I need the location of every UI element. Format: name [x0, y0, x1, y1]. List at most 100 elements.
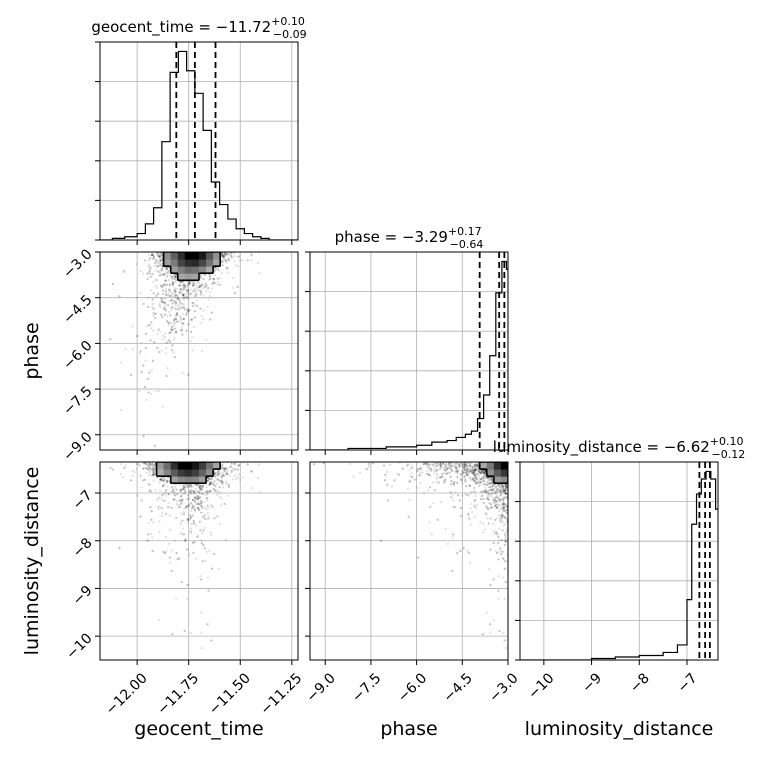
sample-point: [152, 468, 155, 471]
sample-point: [202, 515, 205, 518]
sample-point: [405, 464, 408, 467]
sample-point: [183, 629, 186, 633]
sample-point: [499, 517, 502, 520]
sample-point: [499, 517, 502, 520]
sample-point: [215, 268, 218, 271]
sample-point: [502, 507, 505, 510]
sample-point: [161, 265, 164, 268]
sample-point: [147, 466, 151, 469]
hist-luminosity_distance-frame: [519, 461, 719, 661]
sample-point: [200, 321, 203, 324]
sample-point: [454, 466, 458, 470]
sample-point: [180, 531, 183, 534]
sample-point: [445, 468, 448, 471]
sample-point: [471, 469, 474, 472]
sample-point: [178, 299, 181, 302]
sample-point: [398, 473, 401, 476]
sample-point: [196, 483, 199, 486]
sample-point: [461, 462, 464, 465]
sample-point: [455, 462, 458, 465]
sample-point: [157, 328, 160, 331]
sample-point: [131, 325, 134, 328]
sample-point: [456, 470, 459, 473]
sample-point: [494, 490, 497, 493]
sample-point: [197, 485, 200, 489]
sample-point: [493, 501, 496, 505]
sample-point: [473, 467, 476, 470]
sample-point: [469, 469, 472, 472]
sample-point: [205, 283, 208, 286]
sample-point: [188, 485, 191, 488]
sample-point: [474, 477, 477, 480]
sample-point: [175, 318, 178, 321]
sample-point: [168, 283, 171, 287]
sample-point: [157, 254, 160, 257]
sample-point: [148, 264, 151, 267]
sample-point: [148, 257, 152, 260]
sample-point: [236, 468, 239, 471]
sample-point: [473, 471, 476, 474]
sample-point: [153, 261, 157, 264]
sample-point: [153, 444, 156, 447]
sample-point: [476, 464, 479, 467]
sample-point: [181, 293, 184, 296]
sample-point: [483, 528, 486, 531]
sample-point: [178, 280, 181, 284]
sample-point: [473, 477, 476, 480]
sample-point: [183, 283, 186, 287]
sample-point: [167, 304, 170, 307]
sample-point: [187, 291, 190, 294]
sample-point: [250, 254, 253, 257]
sample-point: [206, 623, 209, 626]
sample-point: [227, 483, 230, 486]
sample-point: [472, 472, 475, 475]
sample-point: [200, 484, 203, 487]
sample-point: [503, 489, 506, 493]
sample-point: [490, 506, 494, 509]
sample-point: [476, 473, 480, 476]
sample-point: [432, 502, 435, 505]
sample-point: [429, 505, 432, 509]
sample-point: [499, 507, 502, 511]
sample-point: [149, 506, 152, 509]
sample-point: [230, 252, 233, 255]
sample-point: [192, 283, 195, 286]
sample-point: [164, 332, 167, 335]
sample-point: [462, 465, 466, 468]
sample-point: [157, 619, 160, 622]
sample-point: [490, 488, 494, 491]
sample-point: [178, 283, 181, 287]
sample-point: [200, 511, 203, 514]
sample-point: [177, 557, 181, 560]
sample-point: [454, 466, 458, 470]
sample-point: [182, 322, 185, 325]
sample-point: [232, 467, 235, 470]
sample-point: [167, 321, 170, 324]
sample-point: [478, 484, 481, 487]
sample-point: [174, 275, 177, 278]
sample-point: [489, 548, 492, 551]
sample-point: [180, 329, 183, 332]
sample-point: [189, 516, 193, 519]
sample-point: [197, 497, 200, 500]
sample-point: [474, 506, 478, 509]
sample-point: [482, 471, 485, 474]
sample-point: [222, 258, 225, 261]
sample-point: [149, 506, 152, 509]
density-cell: [479, 462, 488, 470]
sample-point: [149, 490, 152, 493]
sample-point: [174, 330, 178, 333]
sample-point: [505, 517, 508, 520]
sample-point: [225, 482, 228, 485]
sample-point: [189, 502, 192, 505]
sample-point: [482, 501, 485, 505]
hist-phase-step-line: [310, 260, 508, 450]
sample-point: [163, 284, 166, 287]
sample-point: [486, 497, 489, 501]
sample-point: [205, 284, 208, 288]
sample-point: [176, 297, 179, 301]
sample-point: [427, 472, 430, 476]
sample-point: [233, 462, 236, 466]
sample-point: [492, 666, 494, 668]
sample-point: [483, 469, 486, 472]
